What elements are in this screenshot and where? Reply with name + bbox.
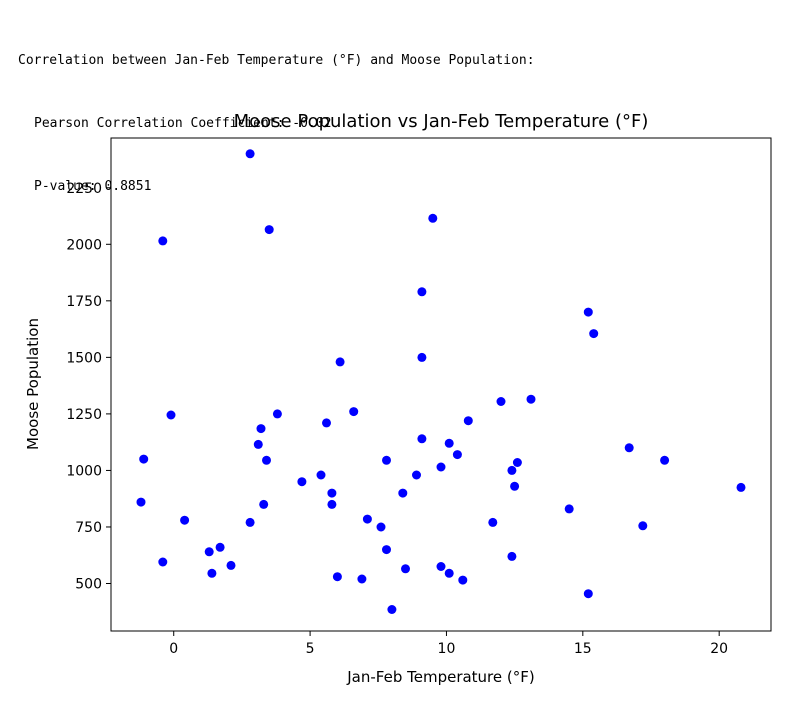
- data-point: [253, 439, 263, 449]
- y-tick-label: 1750: [66, 294, 102, 310]
- data-point: [256, 424, 266, 434]
- data-point: [564, 504, 574, 514]
- data-point: [452, 450, 462, 460]
- pearson-coefficient-text: Pearson Correlation Coefficient: -0.02: [34, 116, 332, 131]
- data-point: [297, 477, 307, 487]
- data-point: [316, 470, 326, 480]
- data-point: [444, 438, 454, 448]
- data-point: [245, 149, 255, 159]
- data-point: [226, 560, 236, 570]
- y-tick-label: 750: [75, 520, 102, 536]
- data-point: [327, 499, 337, 509]
- data-point: [417, 352, 427, 362]
- data-point: [272, 409, 282, 419]
- x-tick-label: 20: [710, 641, 728, 657]
- data-point: [398, 488, 408, 498]
- data-point: [526, 394, 536, 404]
- data-point: [417, 434, 427, 444]
- data-point: [322, 418, 331, 428]
- data-point: [624, 443, 634, 453]
- data-point: [512, 458, 522, 467]
- data-point: [589, 329, 599, 339]
- data-point: [259, 499, 269, 509]
- x-tick-label: 0: [169, 641, 178, 657]
- data-point: [507, 551, 517, 561]
- data-point: [463, 416, 473, 426]
- data-point: [264, 225, 274, 235]
- data-point: [638, 521, 648, 531]
- y-axis-ticks: 500 750 1000 1250 1500 1750 2000 2250: [66, 181, 111, 593]
- data-point: [215, 542, 225, 552]
- y-tick-label: 1500: [66, 350, 102, 366]
- data-point: [496, 397, 506, 406]
- data-point: [382, 455, 391, 465]
- data-point: [583, 589, 593, 599]
- y-axis-label: Moose Population: [24, 318, 42, 450]
- points-layer: [136, 149, 746, 614]
- data-point: [458, 575, 468, 585]
- data-point: [204, 547, 214, 557]
- data-point: [436, 462, 446, 472]
- y-tick-label: 500: [75, 577, 102, 593]
- plot-frame: [110, 137, 772, 632]
- cell-output: Correlation between Jan-Feb Temperature …: [18, 8, 535, 218]
- data-point: [488, 517, 498, 527]
- x-tick-label: 10: [438, 641, 456, 657]
- data-point: [428, 213, 438, 223]
- data-point: [327, 488, 337, 498]
- data-point: [507, 465, 517, 475]
- data-point: [207, 568, 217, 578]
- chart-title: Moose Population vs Jan-Feb Temperature …: [234, 111, 649, 132]
- data-point: [139, 454, 149, 464]
- data-point: [660, 455, 670, 465]
- data-point: [401, 564, 410, 574]
- data-point: [382, 545, 391, 555]
- x-tick-label: 15: [574, 641, 592, 657]
- data-point: [736, 482, 746, 492]
- data-point: [412, 470, 421, 480]
- x-axis-label: Jan-Feb Temperature (°F): [346, 668, 534, 686]
- y-tick-label: 1250: [66, 407, 102, 423]
- x-tick-label: 5: [306, 641, 315, 657]
- data-point: [158, 236, 168, 246]
- data-point: [158, 557, 168, 567]
- data-point: [376, 522, 386, 532]
- data-point: [444, 568, 454, 578]
- data-point: [136, 497, 146, 507]
- data-point: [349, 407, 359, 417]
- x-axis-ticks: 0 5 10 15 20: [169, 631, 728, 657]
- data-point: [436, 562, 446, 571]
- data-point: [510, 481, 520, 491]
- data-point: [362, 514, 372, 524]
- data-point: [332, 572, 342, 582]
- data-point: [357, 574, 367, 584]
- data-point: [166, 410, 176, 420]
- data-point: [417, 287, 427, 297]
- data-point: [335, 357, 345, 367]
- data-point: [262, 455, 271, 465]
- correlation-heading: Correlation between Jan-Feb Temperature …: [18, 53, 535, 68]
- p-value-text: P-value: 0.8851: [34, 179, 152, 194]
- data-point: [245, 517, 255, 527]
- data-point: [583, 307, 593, 317]
- y-tick-label: 2250: [66, 181, 102, 197]
- y-tick-label: 2000: [66, 237, 102, 253]
- data-point: [387, 605, 397, 614]
- data-point: [180, 515, 190, 525]
- y-tick-label: 1000: [66, 463, 102, 479]
